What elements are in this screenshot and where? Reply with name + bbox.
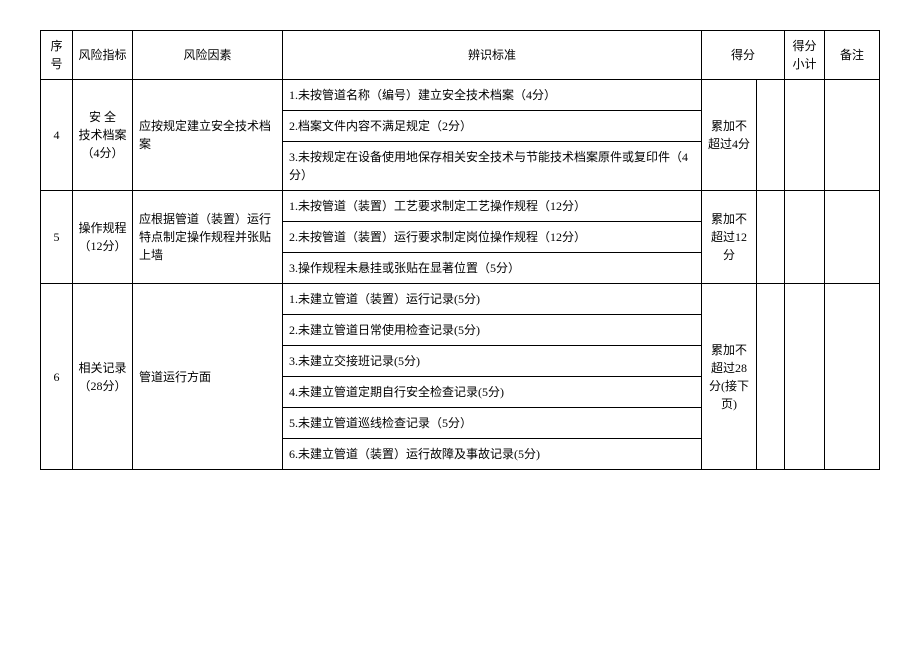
cell-seq: 4	[41, 80, 73, 191]
cell-seq: 5	[41, 191, 73, 284]
table-body: 4安 全 技术档案 （4分）应按规定建立安全技术档案1.未按管道名称（编号）建立…	[41, 80, 880, 470]
cell-score	[756, 80, 784, 191]
cell-standard: 1.未按管道名称（编号）建立安全技术档案（4分）	[283, 80, 702, 111]
cell-subtotal	[785, 284, 825, 470]
header-factor: 风险因素	[133, 31, 283, 80]
cell-standard: 5.未建立管道巡线检查记录（5分）	[283, 408, 702, 439]
cell-score	[756, 191, 784, 284]
cell-score-rule: 累加不超过12分	[701, 191, 756, 284]
cell-indicator: 相关记录 （28分）	[73, 284, 133, 470]
cell-score-rule: 累加不超过28分(接下页)	[701, 284, 756, 470]
cell-note	[825, 191, 880, 284]
cell-standard: 3.未建立交接班记录(5分)	[283, 346, 702, 377]
header-row: 序号 风险指标 风险因素 辨识标准 得分 得分小计 备注	[41, 31, 880, 80]
table-row: 4安 全 技术档案 （4分）应按规定建立安全技术档案1.未按管道名称（编号）建立…	[41, 80, 880, 111]
cell-subtotal	[785, 191, 825, 284]
cell-factor: 应根据管道（装置）运行特点制定操作规程并张贴上墙	[133, 191, 283, 284]
cell-note	[825, 80, 880, 191]
table-row: 6相关记录 （28分）管道运行方面1.未建立管道（装置）运行记录(5分)累加不超…	[41, 284, 880, 315]
cell-standard: 1.未按管道（装置）工艺要求制定工艺操作规程（12分）	[283, 191, 702, 222]
cell-factor: 应按规定建立安全技术档案	[133, 80, 283, 191]
risk-table: 序号 风险指标 风险因素 辨识标准 得分 得分小计 备注 4安 全 技术档案 （…	[40, 30, 880, 470]
cell-subtotal	[785, 80, 825, 191]
cell-score	[756, 284, 784, 470]
cell-standard: 6.未建立管道（装置）运行故障及事故记录(5分)	[283, 439, 702, 470]
cell-indicator: 操作规程 （12分）	[73, 191, 133, 284]
cell-standard: 4.未建立管道定期自行安全检查记录(5分)	[283, 377, 702, 408]
cell-standard: 3.操作规程未悬挂或张贴在显著位置（5分）	[283, 253, 702, 284]
cell-standard: 2.未按管道（装置）运行要求制定岗位操作规程（12分）	[283, 222, 702, 253]
header-subtotal: 得分小计	[785, 31, 825, 80]
table-row: 5操作规程 （12分）应根据管道（装置）运行特点制定操作规程并张贴上墙1.未按管…	[41, 191, 880, 222]
cell-note	[825, 284, 880, 470]
header-seq: 序号	[41, 31, 73, 80]
cell-indicator: 安 全 技术档案 （4分）	[73, 80, 133, 191]
cell-standard: 3.未按规定在设备使用地保存相关安全技术与节能技术档案原件或复印件（4分）	[283, 142, 702, 191]
cell-seq: 6	[41, 284, 73, 470]
header-standard: 辨识标准	[283, 31, 702, 80]
header-note: 备注	[825, 31, 880, 80]
header-indicator: 风险指标	[73, 31, 133, 80]
cell-standard: 2.档案文件内容不满足规定（2分）	[283, 111, 702, 142]
cell-standard: 2.未建立管道日常使用检查记录(5分)	[283, 315, 702, 346]
header-score: 得分	[701, 31, 784, 80]
cell-standard: 1.未建立管道（装置）运行记录(5分)	[283, 284, 702, 315]
cell-factor: 管道运行方面	[133, 284, 283, 470]
cell-score-rule: 累加不超过4分	[701, 80, 756, 191]
